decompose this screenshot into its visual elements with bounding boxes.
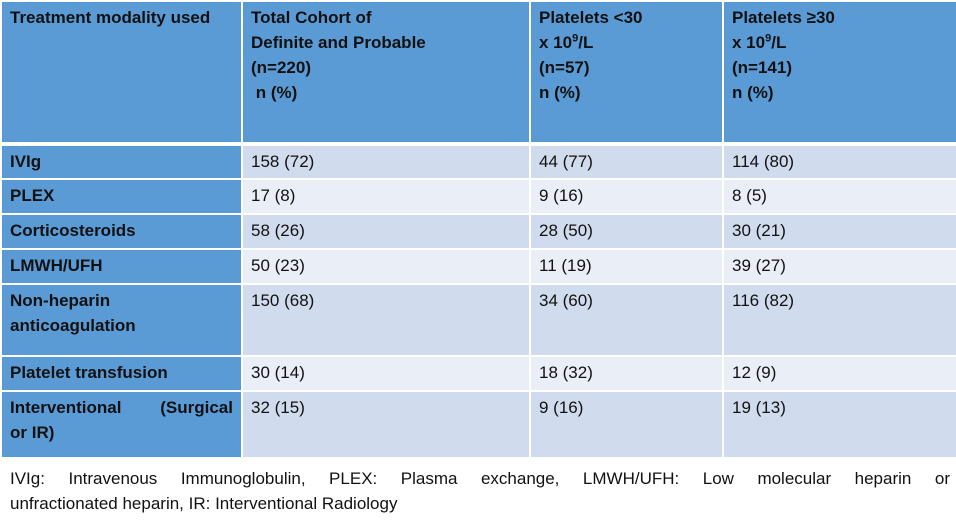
table-row: Platelet transfusion 30 (14) 18 (32) 12 … bbox=[0, 355, 956, 392]
header-line: n (%) bbox=[251, 83, 298, 102]
platelets-below-30-cell: 18 (32) bbox=[529, 355, 724, 392]
platelets-30-or-above-cell: 12 (9) bbox=[722, 355, 956, 392]
total-cohort-cell: 58 (26) bbox=[241, 213, 531, 250]
row-label: Corticosteroids bbox=[0, 213, 243, 250]
header-line: n (%) bbox=[539, 83, 581, 102]
platelets-30-or-above-cell: 116 (82) bbox=[722, 283, 956, 357]
platelets-below-30-cell: 9 (16) bbox=[529, 178, 724, 215]
header-treatment-modality: Treatment modality used bbox=[0, 0, 243, 145]
table-row: LMWH/UFH 50 (23) 11 (19) 39 (27) bbox=[0, 248, 956, 285]
row-label: Non-heparin anticoagulation bbox=[0, 283, 243, 357]
table-row: IVIg 158 (72) 44 (77) 114 (80) bbox=[0, 143, 956, 180]
header-label: Treatment modality used bbox=[10, 8, 211, 27]
header-line: Platelets <30 bbox=[539, 8, 643, 27]
footnote-line: unfractionated heparin, IR: Intervention… bbox=[10, 494, 398, 513]
row-label-line: Interventional (Surgical bbox=[10, 398, 233, 417]
unit-base: x 10 bbox=[539, 33, 573, 52]
header-line: (n=57) bbox=[539, 58, 590, 77]
footnote-line: IVIg: Intravenous Immunoglobulin, PLEX: … bbox=[10, 469, 950, 488]
platelets-30-or-above-cell: 39 (27) bbox=[722, 248, 956, 285]
total-cohort-cell: 150 (68) bbox=[241, 283, 531, 357]
row-label-line: Non-heparin bbox=[10, 291, 111, 310]
total-cohort-cell: 158 (72) bbox=[241, 143, 531, 180]
platelets-below-30-cell: 9 (16) bbox=[529, 390, 724, 459]
header-unit-line: x 109/L bbox=[732, 30, 948, 55]
platelets-30-or-above-cell: 30 (21) bbox=[722, 213, 956, 250]
header-line: Definite and Probable bbox=[251, 33, 426, 52]
table-row: Corticosteroids 58 (26) 28 (50) 30 (21) bbox=[0, 213, 956, 250]
unit-suffix: /L bbox=[771, 33, 787, 52]
unit-exponent: 9 bbox=[572, 32, 579, 45]
row-label: LMWH/UFH bbox=[0, 248, 243, 285]
platelets-below-30-cell: 34 (60) bbox=[529, 283, 724, 357]
total-cohort-cell: 32 (15) bbox=[241, 390, 531, 459]
unit-exponent: 9 bbox=[765, 32, 772, 45]
unit-base: x 10 bbox=[732, 33, 766, 52]
platelets-below-30-cell: 44 (77) bbox=[529, 143, 724, 180]
table-footnote: IVIg: Intravenous Immunoglobulin, PLEX: … bbox=[10, 466, 950, 516]
table-row: PLEX 17 (8) 9 (16) 8 (5) bbox=[0, 178, 956, 215]
table-row: Interventional (Surgical or IR) 32 (15) … bbox=[0, 390, 956, 459]
header-unit-line: x 109/L bbox=[539, 30, 714, 55]
platelets-30-or-above-cell: 19 (13) bbox=[722, 390, 956, 459]
row-label: Platelet transfusion bbox=[0, 355, 243, 392]
header-platelets-30-or-above: Platelets ≥30 x 109/L (n=141) n (%) bbox=[722, 0, 956, 145]
total-cohort-cell: 50 (23) bbox=[241, 248, 531, 285]
total-cohort-cell: 17 (8) bbox=[241, 178, 531, 215]
header-platelets-below-30: Platelets <30 x 109/L (n=57) n (%) bbox=[529, 0, 724, 145]
table-row: Non-heparin anticoagulation 150 (68) 34 … bbox=[0, 283, 956, 357]
row-label: Interventional (Surgical or IR) bbox=[0, 390, 243, 459]
header-line: n (%) bbox=[732, 83, 774, 102]
treatment-table: Treatment modality used Total Cohort of … bbox=[0, 0, 956, 459]
header-line: Platelets ≥30 bbox=[732, 8, 835, 27]
platelets-30-or-above-cell: 8 (5) bbox=[722, 178, 956, 215]
row-label: IVIg bbox=[0, 143, 243, 180]
header-line: Total Cohort of bbox=[251, 8, 372, 27]
row-label: PLEX bbox=[0, 178, 243, 215]
header-line: (n=141) bbox=[732, 58, 792, 77]
platelets-below-30-cell: 11 (19) bbox=[529, 248, 724, 285]
unit-suffix: /L bbox=[578, 33, 594, 52]
total-cohort-cell: 30 (14) bbox=[241, 355, 531, 392]
row-label-line: or IR) bbox=[10, 423, 55, 442]
header-line: (n=220) bbox=[251, 58, 311, 77]
header-row: Treatment modality used Total Cohort of … bbox=[0, 0, 956, 145]
platelets-30-or-above-cell: 114 (80) bbox=[722, 143, 956, 180]
header-total-cohort: Total Cohort of Definite and Probable (n… bbox=[241, 0, 531, 145]
platelets-below-30-cell: 28 (50) bbox=[529, 213, 724, 250]
row-label-line: anticoagulation bbox=[10, 316, 136, 335]
